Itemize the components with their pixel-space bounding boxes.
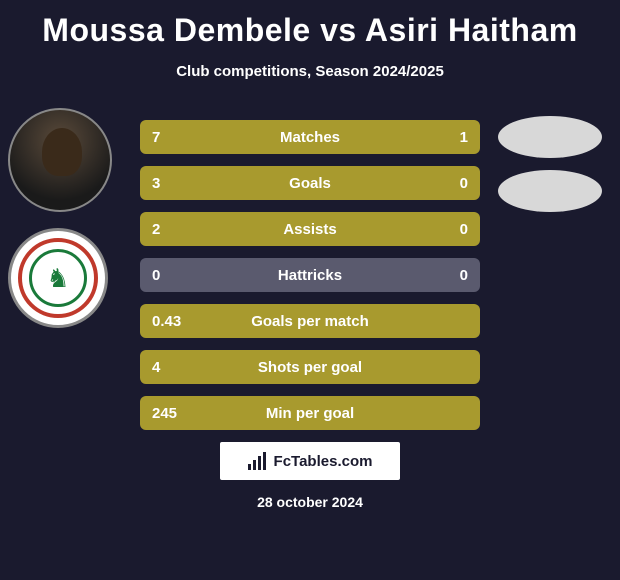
stat-row: 3Goals0 (140, 166, 480, 200)
player2-club-placeholder (498, 170, 602, 212)
stat-left-value: 0 (140, 267, 198, 284)
club-badge-icon: ♞ (46, 265, 69, 291)
stat-label: Shots per goal (198, 359, 422, 376)
stat-label: Goals per match (198, 313, 422, 330)
subtitle: Club competitions, Season 2024/2025 (0, 63, 620, 80)
chart-icon (248, 452, 268, 470)
stat-row: 7Matches1 (140, 120, 480, 154)
stat-label: Goals (198, 175, 422, 192)
stat-left-value: 2 (140, 221, 198, 238)
player2-placeholders (498, 116, 602, 224)
stat-label: Matches (198, 129, 422, 146)
stat-left-value: 3 (140, 175, 198, 192)
stat-right-value: 0 (422, 267, 480, 284)
stat-right-value: 0 (422, 221, 480, 238)
stat-row: 4Shots per goal (140, 350, 480, 384)
stat-label: Assists (198, 221, 422, 238)
stat-left-value: 4 (140, 359, 198, 376)
stat-label: Min per goal (198, 405, 422, 422)
stat-right-value: 1 (422, 129, 480, 146)
stat-row: 245Min per goal (140, 396, 480, 430)
stat-row: 0.43Goals per match (140, 304, 480, 338)
player-avatars: ♞ (8, 108, 112, 328)
brand-text: FcTables.com (274, 453, 373, 470)
stat-label: Hattricks (198, 267, 422, 284)
stat-left-value: 7 (140, 129, 198, 146)
player2-avatar-placeholder (498, 116, 602, 158)
player1-avatar (8, 108, 112, 212)
brand-logo[interactable]: FcTables.com (220, 442, 400, 480)
stat-row: 0Hattricks0 (140, 258, 480, 292)
stat-left-value: 0.43 (140, 313, 198, 330)
date-label: 28 october 2024 (257, 494, 363, 510)
stat-row: 2Assists0 (140, 212, 480, 246)
stats-table: 7Matches13Goals02Assists00Hattricks00.43… (140, 120, 480, 442)
stat-right-value: 0 (422, 175, 480, 192)
page-title: Moussa Dembele vs Asiri Haitham (0, 0, 620, 49)
player1-club-badge: ♞ (8, 228, 108, 328)
stat-left-value: 245 (140, 405, 198, 422)
